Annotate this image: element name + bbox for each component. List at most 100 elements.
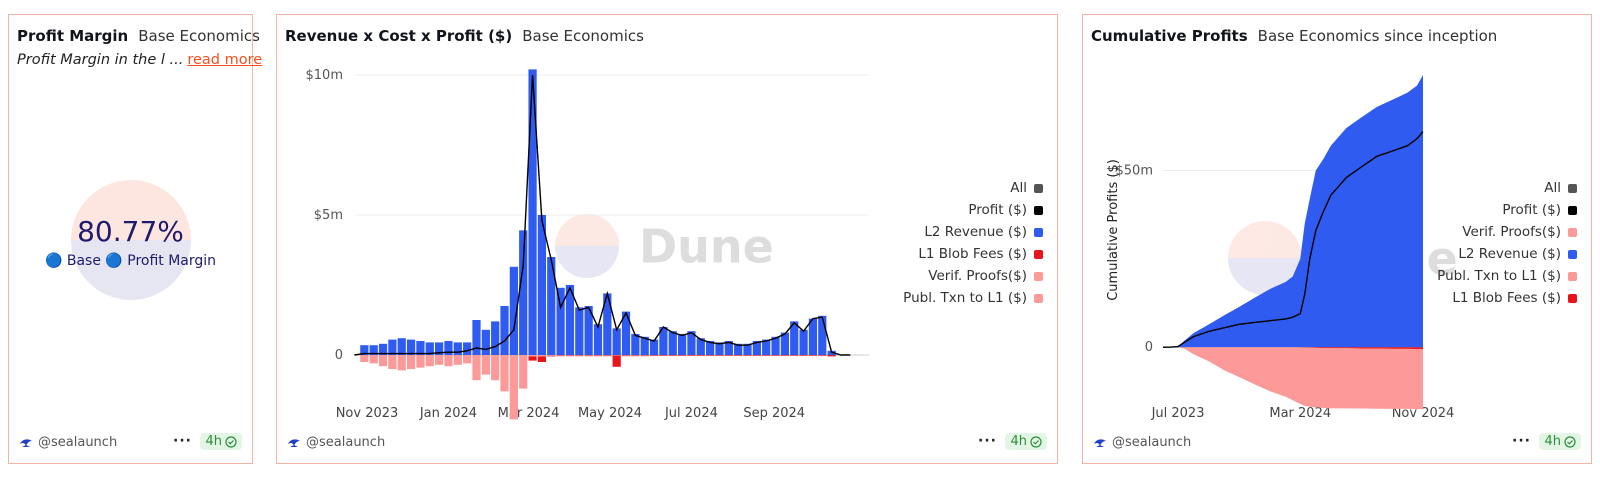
bar-l2-revenue [537,215,547,355]
card-header: Cumulative Profits Base Economics since i… [1091,27,1583,45]
legend-label: L2 Revenue ($) [1458,246,1561,262]
bar-l2-revenue [752,341,761,355]
bar-l2-revenue [416,341,425,355]
more-options-icon[interactable]: ··· [978,433,997,449]
legend-item-verif-proofs[interactable]: Verif. Proofs($) [903,265,1043,287]
card-title[interactable]: Profit Margin [17,27,129,45]
bar-l1-blob-fees [621,355,631,357]
bar-publ-txn-to-l1 [509,355,518,420]
bar-l2-revenue [724,341,733,355]
bar-l2-revenue [631,334,640,355]
legend-item-verif-proofs[interactable]: Verif. Proofs($) [1437,221,1577,243]
read-more-link[interactable]: read more [187,52,263,68]
legend-swatch [1034,205,1043,215]
bar-l2-revenue [360,345,369,355]
legend-item-all[interactable]: All [1437,177,1577,199]
bar-l2-revenue [668,331,677,355]
author-link[interactable]: @sealaunch [1093,435,1191,450]
legend-label: Profit ($) [968,202,1027,218]
y-tick-label: 0 [335,348,343,363]
bar-l1-blob-fees [640,355,649,357]
counter-widget: 80.77% 🔵 Base 🔵 Profit Margin [9,175,252,305]
bar-publ-txn-to-l1 [640,355,649,356]
legend-item-publ-txn-to-l1[interactable]: Publ. Txn to L1 ($) [1437,265,1577,287]
legend-label: All [1010,180,1027,196]
bar-l1-blob-fees [547,355,556,357]
bar-publ-txn-to-l1 [397,355,406,371]
bar-l1-blob-fees [584,355,593,357]
card-title[interactable]: Cumulative Profits [1091,27,1248,45]
author-link[interactable]: @sealaunch [19,435,117,450]
bar-l2-revenue [481,329,490,355]
legend-item-l1-blob-fees[interactable]: L1 Blob Fees ($) [903,243,1043,265]
legend-swatch [1568,183,1577,193]
card-title[interactable]: Revenue x Cost x Profit ($) [285,27,513,45]
bar-l2-revenue [575,307,584,355]
x-tick-label: Jan 2024 [419,406,477,421]
y-tick-label: $50m [1116,163,1153,178]
bar-l2-revenue [434,342,444,355]
legend-swatch [1034,183,1043,193]
bar-l1-blob-fees [724,355,733,356]
bar-l2-revenue [780,332,790,355]
card-subtitle: Base Economics since inception [1257,27,1498,45]
legend-item-all[interactable]: All [903,177,1043,199]
chart-legend: All Profit ($) Verif. Proofs($) L2 Revenue … [1437,177,1577,309]
author-link[interactable]: @sealaunch [287,435,385,450]
bar-publ-txn-to-l1 [528,355,537,357]
bar-publ-txn-to-l1 [491,355,500,381]
bar-l2-revenue [603,293,612,355]
card-subtitle: Base Economics [138,27,260,45]
freshness-badge[interactable]: 4h [1005,433,1047,450]
bar-l2-revenue [640,336,649,355]
bar-publ-txn-to-l1 [444,355,453,367]
legend-item-publ-txn-to-l1[interactable]: Publ. Txn to L1 ($) [903,287,1043,309]
more-options-icon[interactable]: ··· [173,433,192,449]
counter-label: 🔵 Base 🔵 Profit Margin [44,253,217,269]
bar-l1-blob-fees [565,355,575,357]
bar-l2-revenue [528,69,537,356]
bar-l2-revenue [706,341,715,355]
legend-item-profit[interactable]: Profit ($) [903,199,1043,221]
bar-publ-txn-to-l1 [406,355,416,369]
bar-l2-revenue [808,318,818,355]
freshness-text: 4h [1010,434,1027,449]
bar-l2-revenue [584,306,593,355]
freshness-badge[interactable]: 4h [200,433,242,450]
bar-l2-revenue [612,328,621,355]
bar-l1-blob-fees [687,355,696,356]
bar-l2-revenue [687,331,696,355]
revenue-cost-profit-card: Revenue x Cost x Profit ($) Base Economic… [276,14,1058,464]
legend-swatch [1034,227,1043,237]
bar-l2-revenue [453,342,462,355]
x-tick-label: Nov 2024 [1392,406,1455,421]
area-l2-revenue [1163,75,1423,348]
x-tick-label: May 2024 [578,406,642,421]
legend-swatch [1034,293,1043,303]
bar-l1-blob-fees [537,356,547,362]
bar-l2-revenue [818,315,827,355]
bar-l1-blob-fees [668,355,677,356]
freshness-badge[interactable]: 4h [1539,433,1581,450]
legend-item-l2-revenue[interactable]: L2 Revenue ($) [903,221,1043,243]
legend-item-l1-blob-fees[interactable]: L1 Blob Fees ($) [1437,287,1577,309]
bar-l1-blob-fees [649,355,659,356]
legend-item-profit[interactable]: Profit ($) [1437,199,1577,221]
legend-label: L1 Blob Fees ($) [918,246,1027,262]
bar-l2-revenue [519,230,528,355]
more-options-icon[interactable]: ··· [1512,433,1531,449]
bar-publ-txn-to-l1 [575,355,584,356]
bar-l2-revenue [388,339,397,355]
legend-swatch [1568,293,1577,303]
bar-publ-txn-to-l1 [481,355,490,375]
bar-l1-blob-fees [575,355,584,357]
bar-l1-blob-fees [715,355,724,356]
bar-l2-revenue [444,341,453,355]
bar-l2-revenue [463,342,472,355]
legend-item-l2-revenue[interactable]: L2 Revenue ($) [1437,243,1577,265]
bar-l2-revenue [621,311,631,355]
author-avatar-icon [288,438,300,447]
bar-l2-revenue [472,320,481,355]
watermark-logo-icon [71,180,191,300]
bar-l2-revenue [509,266,518,355]
